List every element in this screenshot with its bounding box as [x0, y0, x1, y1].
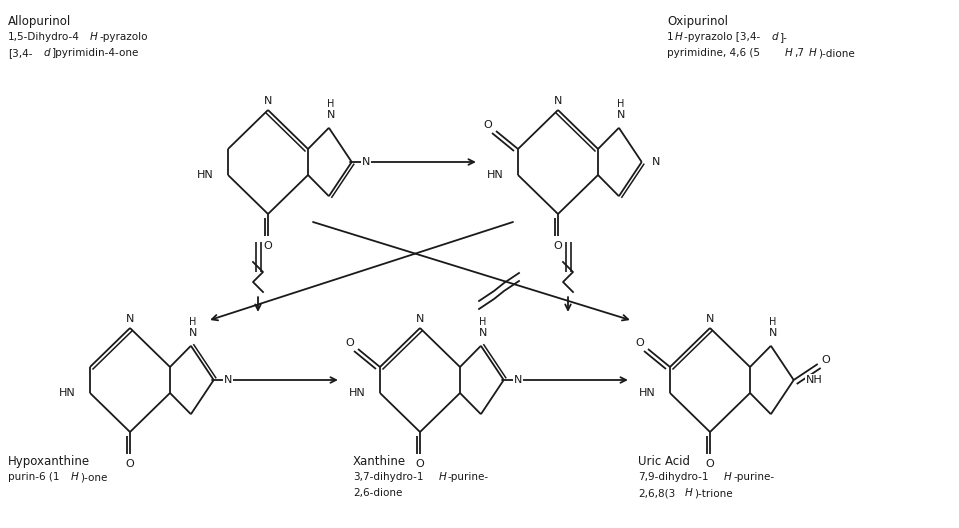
Text: NH: NH — [806, 375, 823, 385]
Text: Oxipurinol: Oxipurinol — [667, 15, 728, 28]
Text: H: H — [189, 317, 197, 327]
Text: -purine-: -purine- — [733, 472, 774, 482]
Text: H: H — [685, 488, 692, 498]
Text: N: N — [416, 314, 424, 324]
Text: ]-: ]- — [780, 32, 788, 42]
Text: N: N — [617, 110, 625, 120]
Text: -purine-: -purine- — [448, 472, 489, 482]
Text: HN: HN — [349, 388, 366, 398]
Text: [3,4-: [3,4- — [8, 48, 33, 58]
Text: 1: 1 — [667, 32, 673, 42]
Text: N: N — [264, 96, 272, 106]
Text: 7,9-dihydro-1: 7,9-dihydro-1 — [638, 472, 709, 482]
Text: N: N — [362, 157, 370, 167]
Text: 2,6-dione: 2,6-dione — [353, 488, 403, 498]
Text: HN: HN — [59, 388, 76, 398]
Text: H: H — [809, 48, 817, 58]
Text: H: H — [769, 317, 777, 327]
Text: O: O — [415, 459, 425, 469]
Text: )-one: )-one — [80, 472, 107, 482]
Text: -pyrazolo [3,4-: -pyrazolo [3,4- — [684, 32, 760, 42]
Text: ,7: ,7 — [794, 48, 804, 58]
Text: H: H — [618, 99, 624, 109]
Text: O: O — [636, 338, 644, 348]
Text: O: O — [553, 241, 562, 251]
Text: HN: HN — [640, 388, 656, 398]
Text: Uric Acid: Uric Acid — [638, 455, 690, 468]
Text: Allopurinol: Allopurinol — [8, 15, 71, 28]
Text: N: N — [769, 328, 777, 338]
Text: Hypoxanthine: Hypoxanthine — [8, 455, 90, 468]
Text: H: H — [785, 48, 793, 58]
Text: d: d — [44, 48, 51, 58]
Text: HN: HN — [198, 170, 214, 180]
Text: N: N — [126, 314, 134, 324]
Text: H: H — [71, 472, 79, 482]
Text: H: H — [90, 32, 98, 42]
Text: O: O — [821, 355, 830, 365]
Text: H: H — [724, 472, 732, 482]
Text: N: N — [327, 110, 335, 120]
Text: Xanthine: Xanthine — [353, 455, 406, 468]
Text: O: O — [126, 459, 134, 469]
Text: H: H — [675, 32, 683, 42]
Text: O: O — [483, 120, 492, 130]
Text: )-trione: )-trione — [694, 488, 733, 498]
Text: -pyrazolo: -pyrazolo — [100, 32, 149, 42]
Text: O: O — [706, 459, 714, 469]
Text: N: N — [189, 328, 198, 338]
Text: d: d — [772, 32, 779, 42]
Text: N: N — [706, 314, 714, 324]
Text: O: O — [345, 338, 355, 348]
Text: N: N — [479, 328, 487, 338]
Text: 3,7-dihydro-1: 3,7-dihydro-1 — [353, 472, 424, 482]
Text: ]pyrimidin-4-one: ]pyrimidin-4-one — [52, 48, 139, 58]
Text: pyrimidine, 4,6 (5: pyrimidine, 4,6 (5 — [667, 48, 760, 58]
Text: HN: HN — [487, 170, 504, 180]
Text: H: H — [439, 472, 447, 482]
Text: 1,5-Dihydro-4: 1,5-Dihydro-4 — [8, 32, 80, 42]
Text: N: N — [553, 96, 562, 106]
Text: N: N — [223, 375, 232, 385]
Text: O: O — [264, 241, 272, 251]
Text: )-dione: )-dione — [818, 48, 854, 58]
Text: H: H — [480, 317, 486, 327]
Text: 2,6,8(3: 2,6,8(3 — [638, 488, 675, 498]
Text: H: H — [327, 99, 335, 109]
Text: purin-6 (1: purin-6 (1 — [8, 472, 59, 482]
Text: N: N — [652, 157, 660, 167]
Text: N: N — [514, 375, 522, 385]
